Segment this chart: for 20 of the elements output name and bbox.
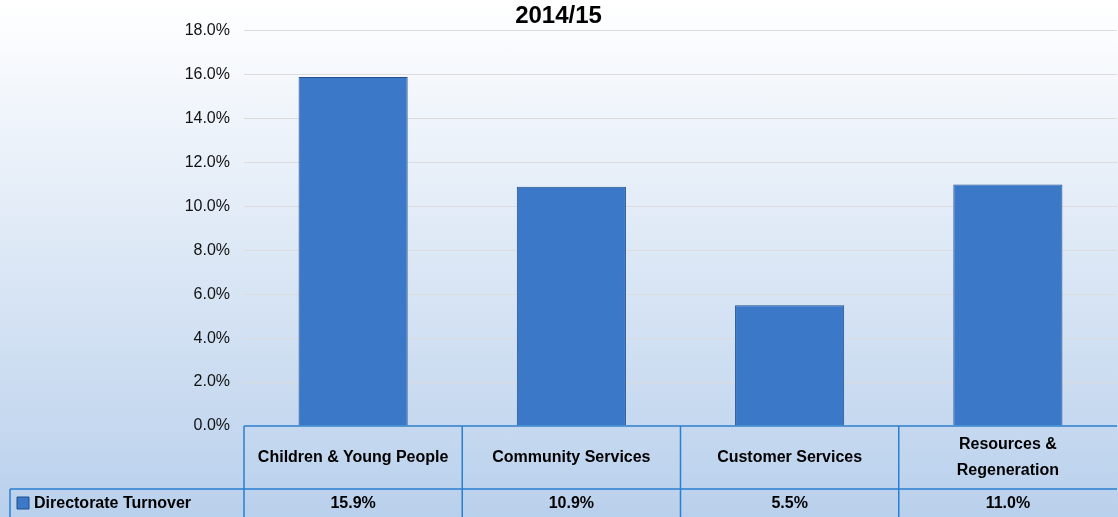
y-tick-label: 6.0% [193,284,230,302]
y-tick-label: 12.0% [184,152,230,170]
y-tick-label: 18.0% [184,21,230,39]
x-tick-label: Customer Services [717,447,863,465]
data-label: 15.9% [330,494,376,512]
legend-label: Directorate Turnover [34,494,192,512]
y-tick-label: 14.0% [184,109,230,127]
y-tick-label: 8.0% [193,240,230,258]
x-tick-label: Children & Young People [257,447,449,465]
x-tick-label: Resources & Regeneration [956,434,1059,478]
y-tick-label: 2.0% [193,372,230,390]
data-label: 5.5% [771,494,808,512]
y-tick-label: 4.0% [193,328,230,346]
x-tick-label: Community Services [492,447,651,465]
y-tick-label: 0.0% [193,416,230,434]
y-tick-label: 16.0% [184,65,230,83]
data-label: 10.9% [548,494,595,512]
data-label: 11.0% [985,494,1031,512]
chart-title: 2014/15 [515,1,602,29]
y-tick-label: 10.0% [184,196,230,214]
